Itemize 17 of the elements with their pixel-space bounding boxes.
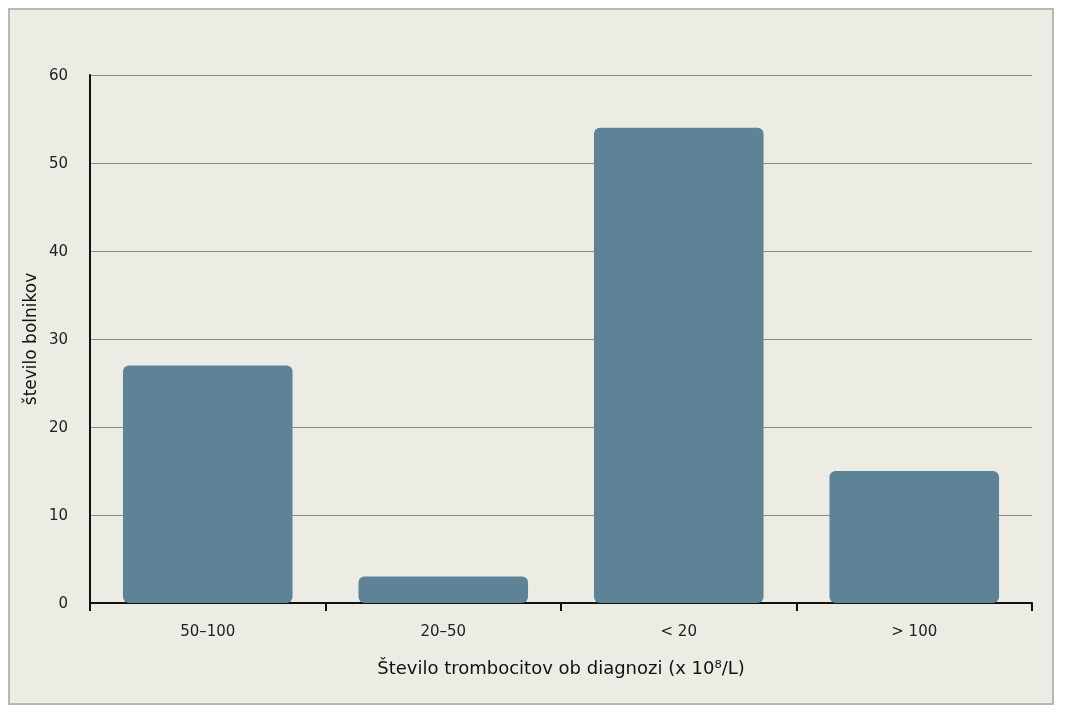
- bar: [593, 127, 764, 603]
- x-tick-label: < 20: [660, 621, 697, 640]
- x-tick-label: 50–100: [180, 621, 236, 640]
- bar: [358, 576, 529, 603]
- x-tick-label: > 100: [891, 621, 938, 640]
- y-tick-label: 0: [58, 594, 68, 612]
- y-tick-label: 50: [48, 154, 68, 172]
- y-tick-label: 40: [48, 242, 68, 260]
- y-tick-label: 10: [48, 506, 68, 524]
- y-axis-title: število bolnikov: [19, 272, 40, 406]
- y-tick-label: 30: [48, 330, 68, 348]
- y-tick-label: 60: [48, 66, 68, 84]
- bar: [829, 471, 1000, 603]
- x-axis-title: Število trombocitov ob diagnozi (x 10⁸/L): [377, 656, 745, 678]
- y-tick-label: 20: [48, 418, 68, 436]
- bar: [122, 365, 293, 603]
- x-tick-label: 20–50: [420, 621, 467, 640]
